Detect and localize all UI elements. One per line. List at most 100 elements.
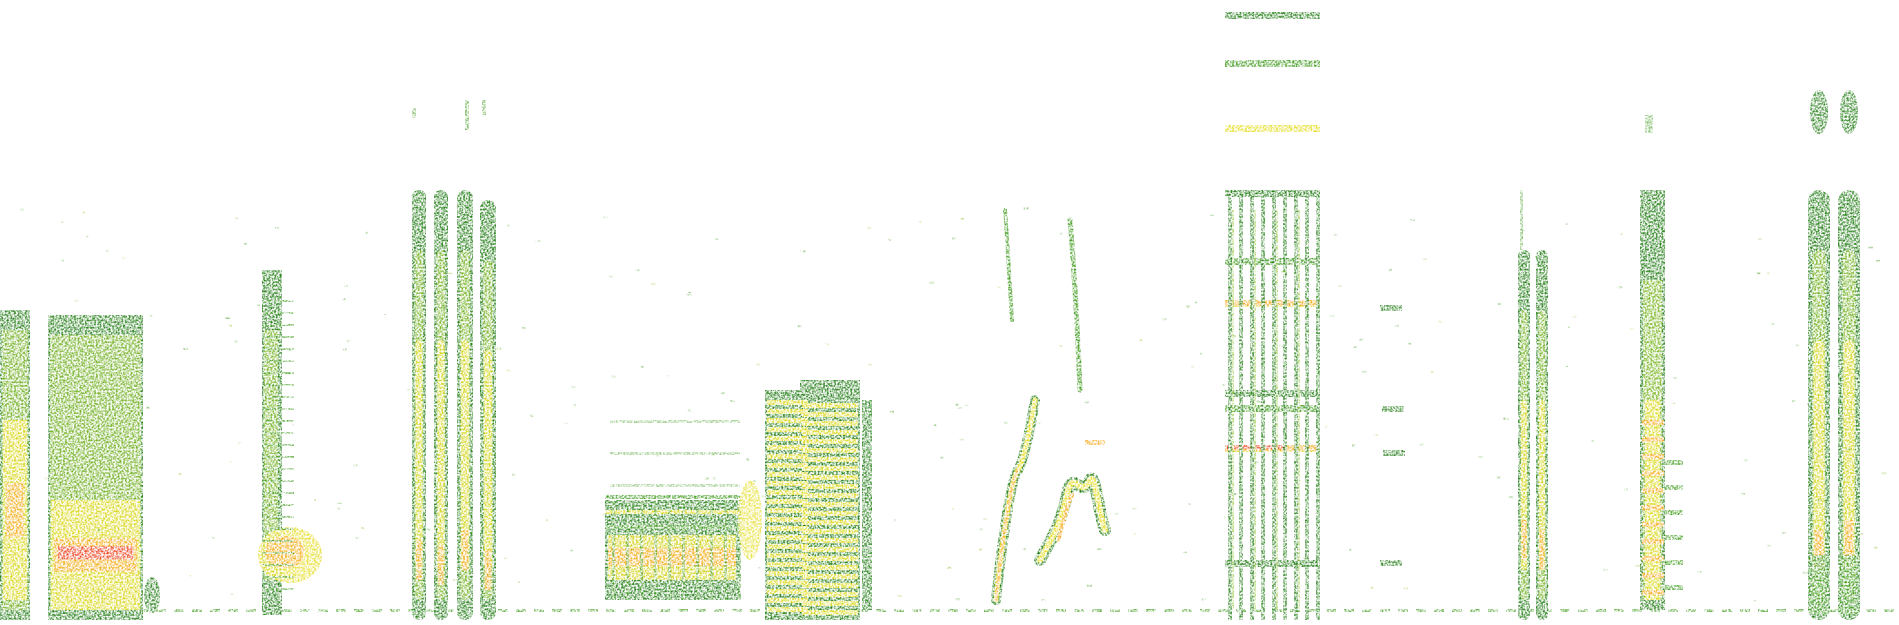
spectral-blob bbox=[738, 500, 741, 600]
baseline-noise bbox=[1506, 609, 1516, 612]
noise-speck bbox=[1349, 548, 1352, 551]
noise-speck bbox=[855, 583, 860, 586]
harmonic-band bbox=[802, 592, 858, 597]
spectral-blob bbox=[1642, 488, 1664, 493]
noise-speck bbox=[868, 363, 872, 366]
noise-speck bbox=[704, 477, 709, 480]
spectral-blob bbox=[1808, 565, 1830, 575]
baseline-noise bbox=[1344, 609, 1354, 612]
harmonic-band bbox=[802, 448, 858, 453]
syllable-column bbox=[1521, 520, 1527, 560]
baseline-noise bbox=[1470, 609, 1480, 612]
spectral-blob bbox=[612, 500, 615, 600]
baseline-noise bbox=[1434, 609, 1444, 612]
noise-speck bbox=[825, 343, 830, 346]
spectral-blob bbox=[668, 500, 671, 600]
spectral-blob bbox=[682, 500, 685, 600]
noise-speck bbox=[996, 286, 1001, 289]
noise-speck bbox=[504, 557, 507, 560]
baseline-noise bbox=[282, 609, 292, 612]
spectral-blob bbox=[1838, 575, 1860, 585]
spectral-blob bbox=[1665, 510, 1683, 515]
spectral-blob bbox=[1645, 115, 1653, 133]
noise-speck bbox=[951, 237, 957, 240]
noise-speck bbox=[1807, 280, 1812, 283]
noise-speck bbox=[344, 284, 348, 287]
noise-speck bbox=[234, 340, 238, 343]
baseline-noise bbox=[714, 609, 724, 612]
noise-speck bbox=[1756, 272, 1761, 275]
noise-speck bbox=[277, 328, 281, 331]
baseline-noise bbox=[1596, 609, 1606, 612]
syllable-column bbox=[1294, 190, 1298, 620]
harmonic-band bbox=[605, 510, 740, 514]
harmonic-band bbox=[802, 493, 858, 498]
baseline-noise bbox=[1704, 609, 1714, 612]
noise-speck bbox=[808, 565, 813, 568]
noise-speck bbox=[602, 513, 607, 516]
spectral-blob bbox=[1642, 522, 1664, 527]
noise-speck bbox=[342, 298, 347, 301]
spectral-blob bbox=[1810, 90, 1828, 134]
noise-speck bbox=[631, 549, 634, 552]
noise-speck bbox=[753, 479, 756, 482]
noise-speck bbox=[1802, 571, 1808, 574]
noise-speck bbox=[1422, 258, 1427, 261]
baseline-noise bbox=[606, 609, 616, 612]
spectral-blob bbox=[1085, 440, 1105, 445]
spectral-blob bbox=[262, 336, 294, 338]
spectral-blob bbox=[262, 516, 294, 518]
baseline-noise bbox=[1326, 609, 1336, 612]
noise-speck bbox=[746, 458, 750, 461]
baseline-noise bbox=[1164, 609, 1174, 612]
baseline-noise bbox=[1254, 609, 1264, 612]
noise-speck bbox=[54, 457, 59, 460]
syllable-column bbox=[437, 340, 445, 570]
noise-speck bbox=[60, 221, 64, 224]
syllable-column bbox=[1316, 190, 1320, 620]
noise-speck bbox=[929, 281, 934, 284]
noise-speck bbox=[1060, 232, 1063, 235]
noise-speck bbox=[1255, 461, 1259, 464]
baseline-noise bbox=[372, 609, 382, 612]
spectral-blob bbox=[710, 500, 713, 600]
baseline-noise bbox=[678, 609, 688, 612]
noise-speck bbox=[849, 552, 855, 555]
noise-speck bbox=[97, 528, 102, 531]
harmonic-band bbox=[767, 400, 808, 405]
spectral-blob bbox=[1838, 595, 1860, 605]
noise-speck bbox=[1671, 402, 1676, 405]
syllable-column bbox=[1814, 530, 1824, 570]
baseline-noise bbox=[1632, 609, 1642, 612]
noise-speck bbox=[1565, 222, 1568, 225]
noise-speck bbox=[230, 593, 234, 596]
noise-speck bbox=[1635, 564, 1641, 567]
baseline-noise bbox=[336, 609, 346, 612]
noise-speck bbox=[453, 579, 459, 582]
noise-speck bbox=[719, 392, 725, 395]
noise-speck bbox=[1876, 259, 1880, 262]
noise-speck bbox=[413, 371, 417, 374]
harmonic-band bbox=[802, 574, 858, 579]
spectral-blob bbox=[262, 372, 294, 374]
noise-speck bbox=[1796, 344, 1799, 347]
noise-speck bbox=[496, 347, 502, 350]
noise-speck bbox=[61, 259, 64, 262]
noise-speck bbox=[1430, 370, 1434, 373]
harmonic-band bbox=[767, 562, 808, 567]
noise-speck bbox=[1850, 283, 1855, 286]
spectral-blob bbox=[144, 577, 160, 613]
noise-speck bbox=[947, 566, 952, 569]
noise-speck bbox=[313, 498, 317, 501]
noise-speck bbox=[1672, 377, 1677, 380]
baseline-noise bbox=[588, 609, 598, 612]
noise-speck bbox=[1132, 507, 1137, 510]
noise-speck bbox=[437, 404, 441, 407]
noise-speck bbox=[96, 591, 101, 594]
noise-speck bbox=[1408, 342, 1412, 345]
baseline-noise bbox=[1776, 609, 1786, 612]
spectral-blob bbox=[262, 564, 294, 566]
baseline-noise bbox=[750, 609, 760, 612]
